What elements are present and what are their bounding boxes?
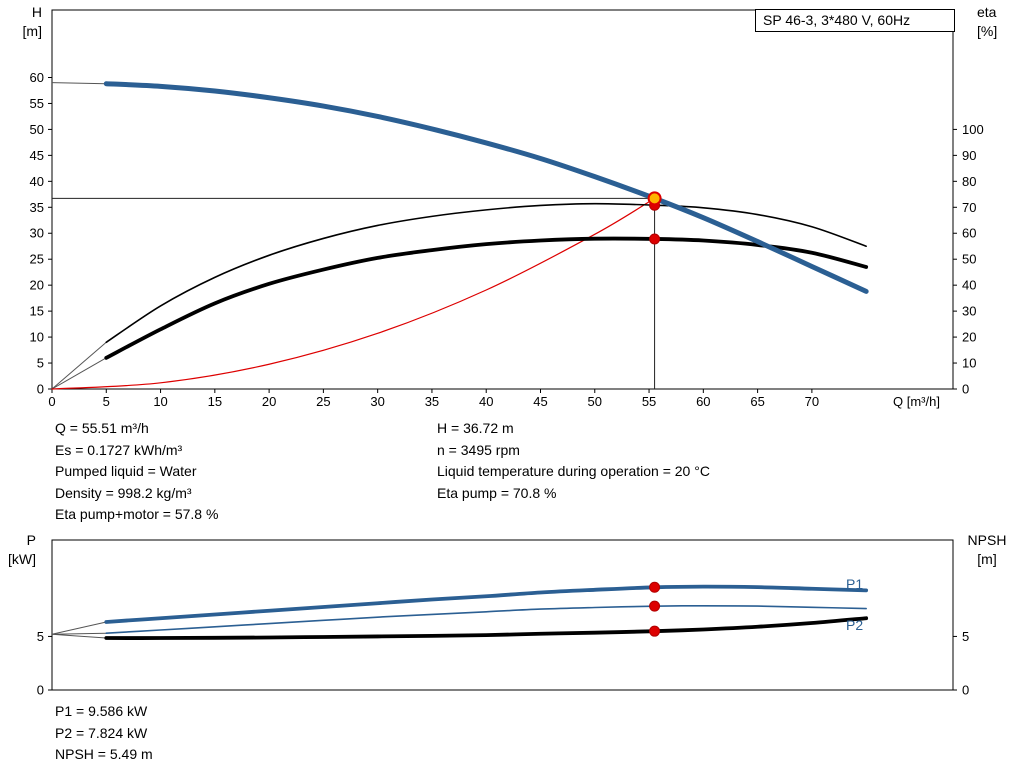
x-tick-label: 10 bbox=[153, 394, 167, 409]
left-tick-label: 35 bbox=[30, 200, 44, 215]
result-density: Density = 998.2 kg/m³ bbox=[55, 484, 192, 501]
x-tick-label: 65 bbox=[750, 394, 764, 409]
connector-line bbox=[51, 82, 107, 85]
result-h: H = 36.72 m bbox=[437, 420, 514, 436]
result-eta-pump: Eta pump = 70.8 % bbox=[437, 484, 557, 501]
left-tick-label: 10 bbox=[30, 330, 44, 345]
result-pumped-liquid: Pumped liquid = Water bbox=[55, 463, 197, 479]
duty-results-left: Q = 55.51 m³/h Es = 0.1727 kWh/m³ Pumped… bbox=[55, 418, 218, 526]
p2-curve bbox=[105, 604, 867, 635]
h-axis-title-line2: [m] bbox=[22, 23, 42, 39]
x-tick-label: 55 bbox=[642, 394, 656, 409]
left-tick-label: 60 bbox=[30, 70, 44, 85]
left-tick-label: 20 bbox=[30, 278, 44, 293]
npsh-axis-title-line2: [m] bbox=[977, 551, 997, 567]
x-tick-label: 5 bbox=[103, 394, 110, 409]
connector-line bbox=[51, 357, 107, 390]
left-tick-label: 15 bbox=[30, 304, 44, 319]
left-tick-label: 40 bbox=[30, 174, 44, 189]
p-axis-title: P [kW] bbox=[0, 531, 36, 569]
right-tick-label: 40 bbox=[962, 278, 976, 293]
q-axis-label: Q [m³/h] bbox=[893, 394, 940, 409]
left-tick-label: 5 bbox=[37, 356, 44, 371]
duty-point-marker[interactable] bbox=[647, 191, 662, 206]
right-tick-label: 80 bbox=[962, 174, 976, 189]
left-tick-label: 45 bbox=[30, 148, 44, 163]
left-tick-label: 0 bbox=[37, 683, 44, 698]
npsh-axis-title-line1: NPSH bbox=[967, 532, 1007, 548]
head-curve bbox=[103, 81, 869, 294]
right-tick-label: 0 bbox=[962, 683, 969, 698]
eta-axis-title-line1: eta bbox=[977, 4, 997, 20]
connector-line bbox=[51, 341, 107, 390]
p-axis-title-line1: P bbox=[26, 532, 36, 548]
x-tick-label: 50 bbox=[588, 394, 602, 409]
connector-line bbox=[51, 632, 107, 635]
result-es: Es = 0.1727 kWh/m³ bbox=[55, 441, 183, 458]
npsh-axis-title: NPSH [m] bbox=[963, 531, 1011, 569]
p2-curve-label: P2 bbox=[846, 617, 864, 633]
duty-results-right: H = 36.72 m n = 3495 rpm Liquid temperat… bbox=[437, 418, 710, 504]
operating-point-marker bbox=[649, 600, 661, 612]
x-tick-label: 35 bbox=[425, 394, 439, 409]
eta-axis-title: eta [%] bbox=[977, 3, 997, 41]
right-tick-label: 100 bbox=[962, 122, 984, 137]
plot-border bbox=[51, 539, 954, 691]
p1-curve bbox=[104, 584, 869, 624]
left-tick-label: 55 bbox=[30, 96, 44, 111]
right-tick-label: 30 bbox=[962, 304, 976, 319]
right-tick-label: 60 bbox=[962, 226, 976, 241]
left-tick-label: 0 bbox=[37, 382, 44, 397]
left-tick-label: 30 bbox=[30, 226, 44, 241]
operating-point-marker bbox=[649, 233, 661, 245]
x-tick-label: 25 bbox=[316, 394, 330, 409]
result-q: Q = 55.51 m³/h bbox=[55, 420, 149, 436]
right-tick-label: 20 bbox=[962, 330, 976, 345]
system-curve-curve bbox=[51, 197, 656, 390]
eta-axis-title-line2: [%] bbox=[977, 23, 998, 39]
left-tick-label: 5 bbox=[37, 629, 44, 644]
plot-border bbox=[51, 9, 954, 390]
right-tick-label: 10 bbox=[962, 356, 976, 371]
right-tick-label: 70 bbox=[962, 200, 976, 215]
result-liquid-temperature: Liquid temperature during operation = 20… bbox=[437, 463, 710, 479]
p-axis-title-line2: [kW] bbox=[8, 551, 36, 567]
eta-pump-motor-curve bbox=[104, 236, 869, 360]
operating-point-marker bbox=[649, 581, 661, 593]
connector-line bbox=[51, 621, 107, 635]
x-tick-label: 30 bbox=[370, 394, 384, 409]
x-tick-label: 60 bbox=[696, 394, 710, 409]
p1-curve-label: P1 bbox=[846, 576, 864, 592]
npsh-curve bbox=[104, 616, 869, 640]
h-axis-title: H [m] bbox=[0, 3, 42, 41]
result-p1: P1 = 9.586 kW bbox=[55, 703, 148, 719]
left-tick-label: 50 bbox=[30, 122, 44, 137]
x-tick-label: 40 bbox=[479, 394, 493, 409]
result-eta-pump-motor: Eta pump+motor = 57.8 % bbox=[55, 506, 219, 522]
operating-point-marker bbox=[649, 625, 661, 637]
x-tick-label: 45 bbox=[533, 394, 547, 409]
pump-title-box: SP 46-3, 3*480 V, 60Hz bbox=[755, 9, 955, 32]
right-tick-label: 5 bbox=[962, 629, 969, 644]
connector-line bbox=[51, 633, 107, 639]
result-n: n = 3495 rpm bbox=[437, 441, 520, 458]
x-tick-label: 20 bbox=[262, 394, 276, 409]
result-p2: P2 = 7.824 kW bbox=[55, 724, 148, 741]
result-npsh: NPSH = 5.49 m bbox=[55, 746, 153, 762]
power-results: P1 = 9.586 kW P2 = 7.824 kW NPSH = 5.49 … bbox=[55, 701, 153, 766]
left-tick-label: 25 bbox=[30, 252, 44, 267]
eta-pump-curve bbox=[105, 202, 867, 344]
h-axis-title-line1: H bbox=[31, 4, 42, 20]
x-tick-label: 0 bbox=[48, 394, 55, 409]
right-tick-label: 0 bbox=[962, 382, 969, 397]
x-tick-label: 70 bbox=[805, 394, 819, 409]
right-tick-label: 50 bbox=[962, 252, 976, 267]
x-tick-label: 15 bbox=[208, 394, 222, 409]
right-tick-label: 90 bbox=[962, 148, 976, 163]
